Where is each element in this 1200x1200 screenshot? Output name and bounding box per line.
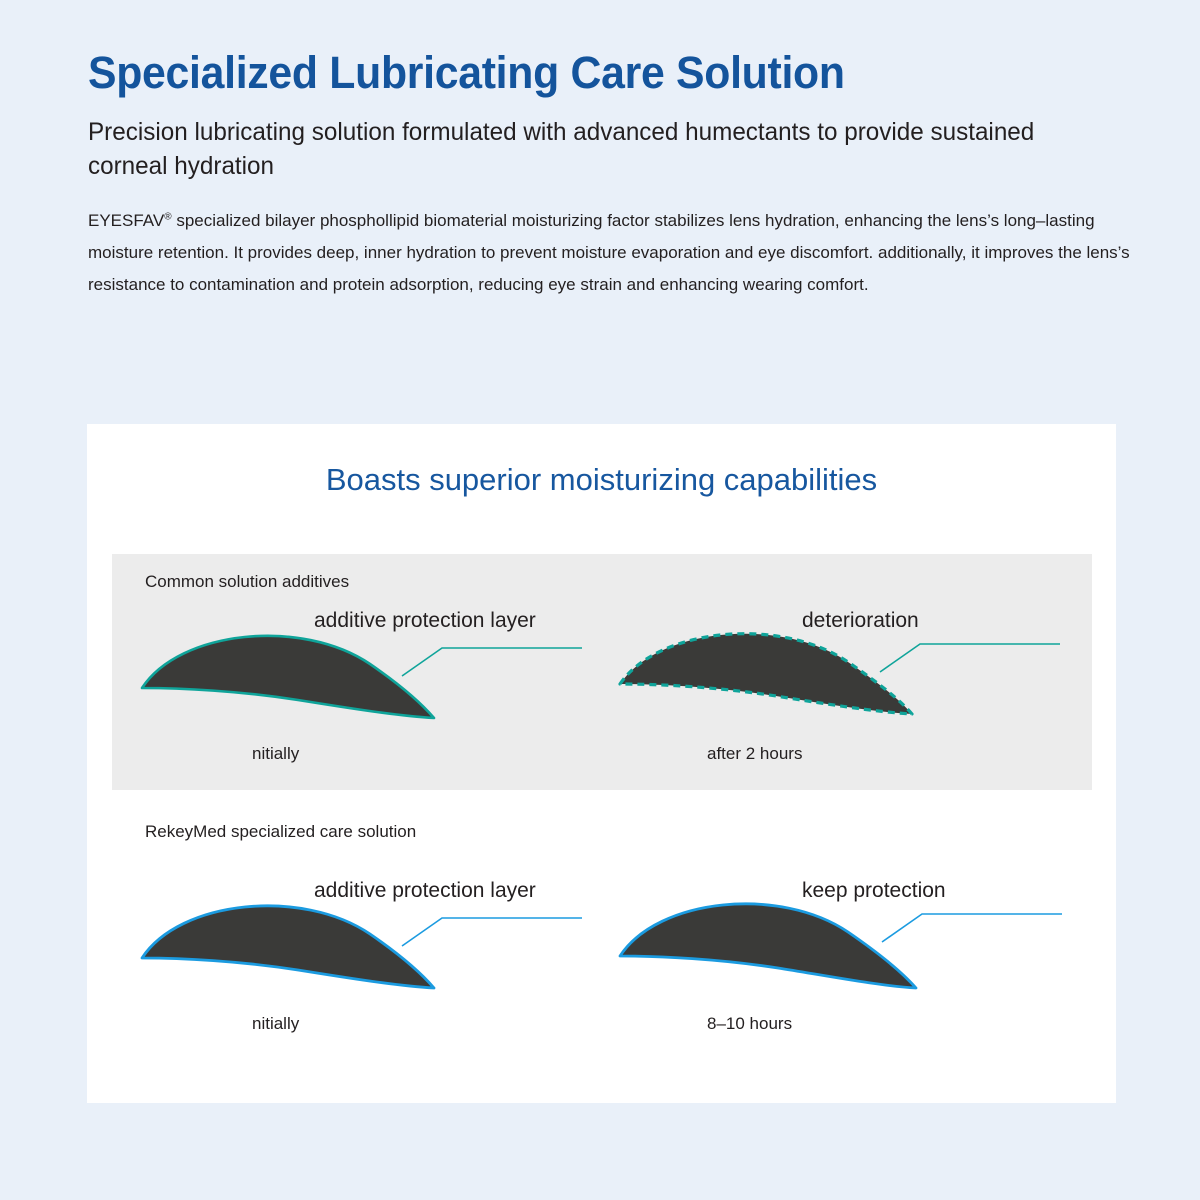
header-block: Specialized Lubricating Care Solution Pr…: [88, 47, 1148, 301]
lens-shape: [618, 902, 918, 990]
lens-shape-degraded: [618, 632, 914, 716]
panel-rekeymed-solution: RekeyMed specialized care solution addit…: [112, 814, 1092, 1082]
figure-rekeymed-initial: additive protection layer nitially: [112, 876, 602, 1051]
page-subtitle: Precision lubricating solution formulate…: [88, 118, 1035, 180]
lens-diagram-common-initial: [140, 634, 582, 720]
lens-diagram-common-deteriorated: [618, 632, 1060, 716]
figure-caption-after-2-hours: after 2 hours: [707, 744, 803, 763]
leader-line: [879, 643, 1060, 673]
figure-caption-initial: nitially: [252, 1014, 300, 1033]
registered-mark-icon: ®: [164, 211, 172, 223]
body-paragraph: EYESFAV® specialized bilayer phosphollip…: [88, 205, 1133, 301]
panel-common-additives: Common solution additives additive prote…: [112, 554, 1092, 790]
lens-shape: [140, 904, 436, 990]
leader-label-deterioration: deterioration: [802, 609, 919, 632]
page-title: Specialized Lubricating Care Solution: [88, 47, 845, 98]
figure-rekeymed-protected: keep protection 8–10 hours: [602, 876, 1092, 1051]
leader-line: [881, 913, 1062, 943]
lens-shape: [140, 634, 436, 720]
panel-label-common: Common solution additives: [145, 572, 350, 591]
brand-name: EYESFAV: [88, 211, 165, 231]
leader-label-protection-layer: additive protection layer: [314, 609, 536, 632]
panel-label-rekeymed: RekeyMed specialized care solution: [145, 822, 417, 841]
leader-label-keep-protection: keep protection: [802, 879, 946, 902]
leader-line: [401, 917, 582, 947]
leader-line: [401, 647, 582, 677]
figure-common-initial: additive protection layer nitially: [112, 606, 602, 781]
leader-label-protection-layer: additive protection layer: [314, 879, 536, 902]
card-title: Boasts superior moisturizing capabilitie…: [325, 462, 878, 497]
comparison-card: Boasts superior moisturizing capabilitie…: [87, 424, 1116, 1103]
figure-common-deteriorated: deterioration after 2 hours: [602, 606, 1092, 781]
figure-row-common: additive protection layer nitially deter…: [112, 606, 1092, 781]
lens-diagram-rekeymed-initial: [140, 904, 582, 990]
figure-caption-8-10-hours: 8–10 hours: [707, 1014, 793, 1033]
lens-diagram-rekeymed-protected: [618, 902, 1062, 990]
figure-caption-initial: nitially: [252, 744, 300, 763]
figure-row-rekeymed: additive protection layer nitially keep …: [112, 876, 1092, 1051]
body-paragraph-text: specialized bilayer phosphollipid biomat…: [88, 211, 1130, 295]
